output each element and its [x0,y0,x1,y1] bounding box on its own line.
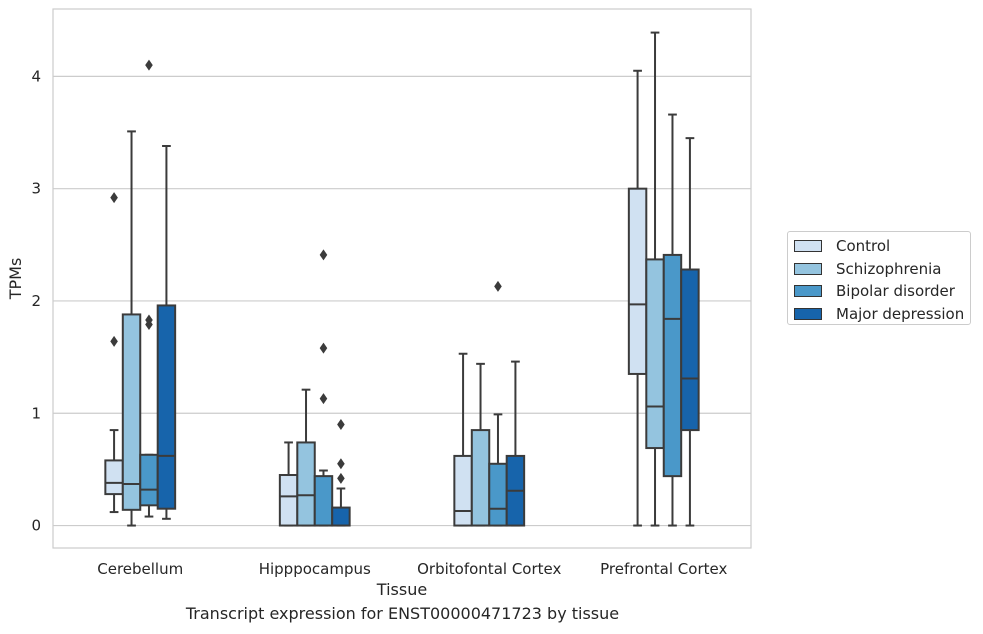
box-iqr [470,429,491,527]
box-iqr [488,462,508,527]
outlier-point [110,192,118,204]
x-tick-label: Cerebellum [97,560,183,578]
box-0-2 [139,59,159,518]
x-axis-label: Tissue [376,580,427,599]
x-tick-label: Hipppocampus [259,560,371,578]
y-axis-ticks: 0 1 2 3 4 [31,67,41,534]
box-2-2 [488,280,508,527]
y-tick-label: 1 [31,404,41,422]
legend-item-bipolar-disorder: Bipolar disorder [788,280,970,303]
box-iqr [156,304,177,510]
boxes [104,31,700,527]
y-tick-label: 3 [31,180,41,198]
box-3-1 [645,31,665,527]
box-0-1 [121,130,142,527]
legend-item-schizophrenia: Schizophrenia [788,258,970,281]
outlier-point [319,249,328,261]
box-iqr [296,441,316,527]
legend-label-schizophrenia: Schizophrenia [836,259,942,278]
box-1-0 [278,441,299,527]
outlier-point [145,314,153,326]
box-iqr [453,454,473,527]
box-2-0 [453,352,473,527]
legend-label-bipolar-disorder: Bipolar disorder [836,282,955,301]
box-iqr [121,313,142,511]
outlier-point [337,418,345,430]
box-2-1 [470,362,491,527]
legend-swatch-control [794,240,822,253]
legend-swatch-bipolar-disorder [794,285,822,298]
box-iqr [645,258,665,450]
box-0-0 [104,192,124,514]
box-iqr [331,506,351,527]
legend-item-major-depression: Major depression [788,303,970,326]
outlier-point [337,472,345,484]
outlier-point [110,335,118,347]
legend-swatch-schizophrenia [794,262,822,275]
outlier-point [337,458,345,470]
box-2-3 [505,360,526,527]
box-iqr [313,475,334,527]
box-iqr [680,268,700,432]
box-iqr [139,453,159,507]
box-3-0 [627,69,648,527]
x-tick-label: Prefrontal Cortex [600,560,727,578]
x-tick-label: Orbitofontal Cortex [417,560,561,578]
chart-legend: Control Schizophrenia Bipolar disorder M… [787,231,971,325]
box-1-2 [313,249,334,527]
box-iqr [662,253,683,478]
chart-caption: Transcript expression for ENST0000047172… [185,604,620,623]
box-iqr [278,474,299,527]
y-tick-label: 2 [31,292,41,310]
box-iqr [627,187,648,375]
box-iqr [104,459,124,496]
legend-item-control: Control [788,235,970,258]
y-tick-label: 4 [31,67,41,85]
outlier-point [494,280,502,292]
y-axis-label: TPMs [6,258,25,301]
box-3-3 [680,137,700,527]
outlier-point [319,393,328,405]
plot-area-frame [52,8,752,549]
outlier-point [145,59,153,71]
box-0-3 [156,144,177,520]
legend-swatch-major-depression [794,307,822,320]
x-axis-ticks: Cerebellum Hipppocampus Orbitofontal Corte… [97,560,727,578]
legend-label-control: Control [836,237,891,256]
y-tick-label: 0 [31,517,41,535]
legend-label-major-depression: Major depression [836,304,965,323]
box-1-1 [296,388,316,527]
outlier-point [319,342,328,354]
box-1-3 [331,418,351,527]
box-3-2 [662,113,683,527]
